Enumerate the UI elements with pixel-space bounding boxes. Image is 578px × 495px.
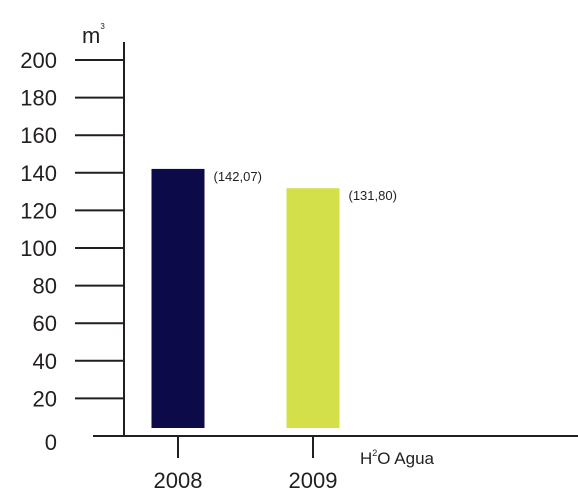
y-tick-label: 120 bbox=[20, 198, 57, 223]
y-ticks: 0 20 40 60 80 100 120 140 160 180 200 bbox=[20, 48, 124, 455]
bars bbox=[151, 168, 340, 429]
data-labels: (142,07) (131,80) bbox=[214, 169, 397, 203]
y-axis-unit-superscript: 3 bbox=[100, 22, 105, 31]
y-tick-label: 40 bbox=[33, 349, 57, 374]
x-category-label: 2009 bbox=[289, 468, 338, 493]
y-tick-label: 80 bbox=[33, 274, 57, 299]
x-category-label: 2008 bbox=[154, 468, 203, 493]
y-tick-label: 160 bbox=[20, 123, 57, 148]
category-labels: 2008 2009 bbox=[154, 436, 338, 493]
bar-value-label: (142,07) bbox=[214, 169, 262, 184]
y-axis-unit: m3 bbox=[82, 22, 105, 48]
x-axis-label-part2: O Agua bbox=[377, 449, 434, 468]
x-axis-label-superscript: 2 bbox=[372, 448, 377, 458]
y-tick-label: 0 bbox=[45, 430, 57, 455]
bar-value-label: (131,80) bbox=[349, 188, 397, 203]
y-tick-label: 100 bbox=[20, 236, 57, 261]
y-tick-label: 20 bbox=[33, 386, 57, 411]
y-tick-label: 200 bbox=[20, 48, 57, 73]
bar-2009 bbox=[286, 188, 340, 428]
y-tick-label: 60 bbox=[33, 311, 57, 336]
x-axis-label: H2O Agua bbox=[360, 448, 435, 468]
y-tick-label: 180 bbox=[20, 86, 57, 111]
bar-2008 bbox=[151, 168, 205, 429]
y-axis-unit-base: m bbox=[82, 23, 100, 48]
y-tick-label: 140 bbox=[20, 161, 57, 186]
x-axis-label-part1: H bbox=[360, 449, 372, 468]
